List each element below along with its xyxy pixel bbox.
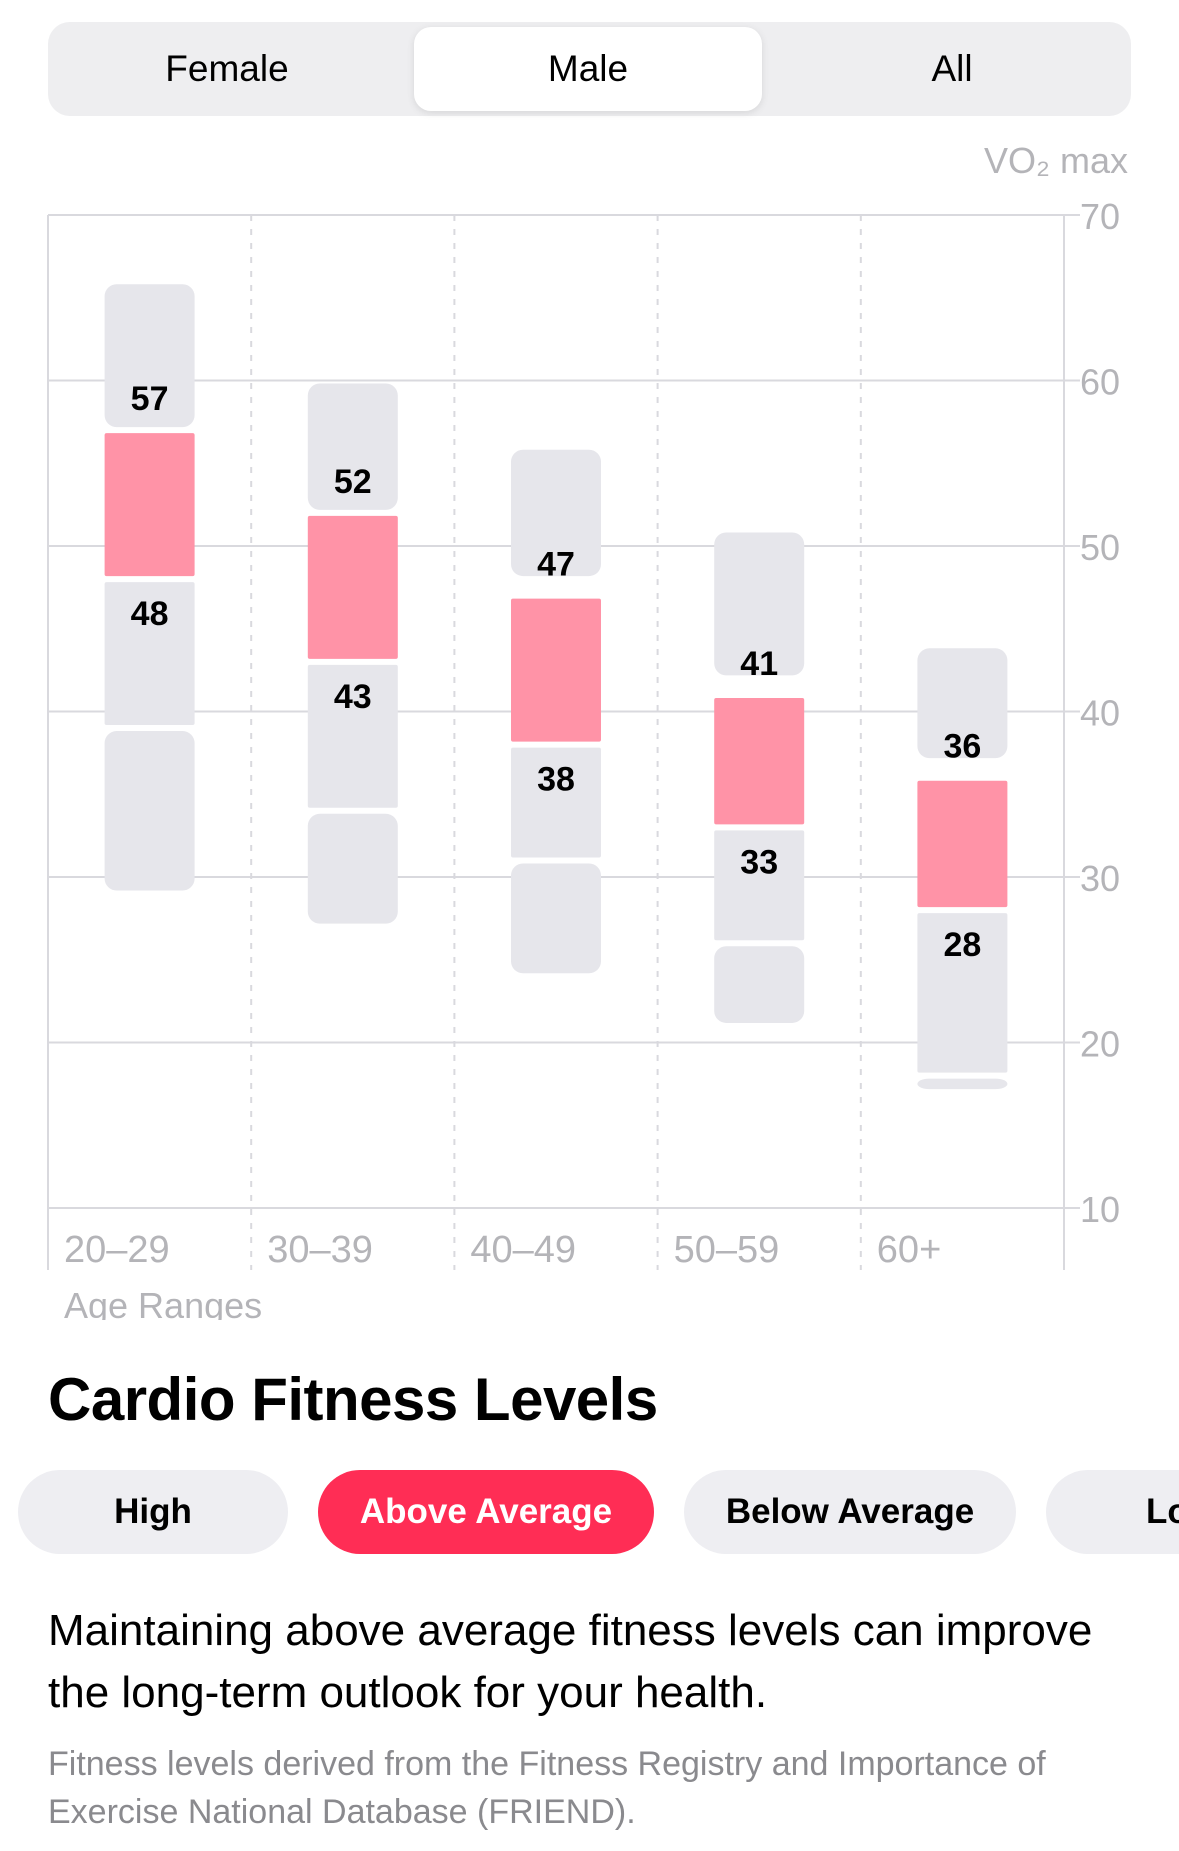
y-tick-label: 20: [1080, 1024, 1120, 1065]
x-tick-label: 20–29: [64, 1229, 170, 1271]
y-tick-label: 70: [1080, 196, 1120, 237]
y-tick-label: 60: [1080, 362, 1120, 403]
level-pill-low[interactable]: Lo: [1046, 1470, 1179, 1554]
y-axis-title: VO₂ max: [984, 140, 1128, 181]
bar-above-average-30–39: [307, 515, 398, 659]
upper-value-label: 36: [943, 728, 981, 766]
bar-low-20–29: [104, 731, 195, 891]
bar-low-40–49: [511, 863, 601, 974]
segment-male[interactable]: Male: [414, 27, 762, 111]
x-tick-label: 50–59: [674, 1229, 780, 1271]
vo2max-chart: 70 60 50 40 30 20 10 VO₂ max 20–29 30–39 40–49 50–5…: [47, 140, 1128, 1320]
segment-all[interactable]: All: [931, 48, 973, 89]
x-tick-label: 40–49: [470, 1229, 576, 1271]
y-tick-label: 10: [1080, 1189, 1120, 1230]
bar-low-30–39: [307, 813, 398, 924]
bar-high-50–59: [714, 532, 805, 676]
bar-below-average-20–29: [104, 582, 195, 726]
bar-above-average-50–59: [714, 697, 805, 825]
lower-value-label: 48: [131, 595, 169, 633]
gender-segmented-control: Female Male All: [48, 22, 1131, 116]
lower-value-label: 28: [943, 926, 981, 964]
level-description: Maintaining above average fitness levels…: [48, 1606, 1093, 1717]
bar-high-20–29: [104, 284, 195, 428]
lower-value-label: 33: [740, 843, 778, 881]
bar-below-average-30–39: [307, 664, 398, 808]
level-pill-high[interactable]: High: [18, 1470, 288, 1554]
x-tick-label: 30–39: [267, 1229, 373, 1271]
level-pill-above-average[interactable]: Above Average: [318, 1470, 654, 1554]
upper-value-label: 41: [740, 645, 778, 683]
x-tick-label: 60+: [877, 1229, 941, 1271]
source-note: Fitness levels derived from the Fitness …: [48, 1745, 1046, 1831]
bar-high-60+: [917, 648, 1008, 759]
bar-below-average-40–49: [511, 747, 601, 858]
bar-below-average-60+: [917, 913, 1008, 1073]
y-tick-label: 30: [1080, 858, 1120, 899]
bar-above-average-40–49: [511, 598, 601, 742]
level-pill-below-average[interactable]: Below Average: [684, 1470, 1016, 1554]
bar-high-40–49: [511, 449, 601, 577]
bar-low-60+: [917, 1078, 1008, 1090]
x-axis-title: Age Ranges: [64, 1285, 262, 1320]
bar-above-average-20–29: [104, 433, 195, 577]
y-tick-label: 50: [1080, 527, 1120, 568]
bar-high-30–39: [307, 383, 398, 510]
lower-value-label: 38: [537, 761, 575, 799]
y-tick-label: 40: [1080, 693, 1120, 734]
lower-value-label: 43: [334, 678, 372, 716]
bar-low-50–59: [714, 946, 805, 1023]
segment-female[interactable]: Female: [165, 48, 289, 89]
upper-value-label: 52: [334, 463, 372, 501]
bar-above-average-60+: [917, 780, 1008, 908]
upper-value-label: 57: [131, 380, 169, 418]
section-title: Cardio Fitness Levels: [48, 1366, 658, 1433]
bar-below-average-50–59: [714, 830, 805, 941]
upper-value-label: 47: [537, 546, 575, 584]
